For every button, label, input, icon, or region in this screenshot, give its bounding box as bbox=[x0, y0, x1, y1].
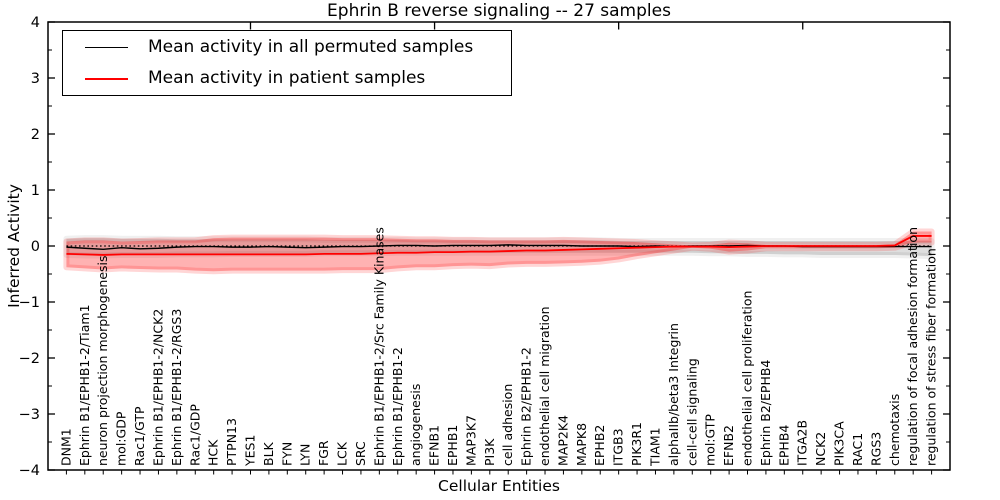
y-tick-label: 3 bbox=[31, 71, 40, 87]
category-label: RAC1 bbox=[850, 433, 865, 466]
category-label: LYN bbox=[298, 444, 313, 466]
chart-title: Ephrin B reverse signaling -- 27 samples bbox=[327, 1, 671, 21]
patient-line-swatch bbox=[85, 77, 128, 80]
category-label: alphaIIb/beta3 Integrin bbox=[666, 323, 681, 466]
legend-label-patient: Mean activity in patient samples bbox=[148, 68, 426, 88]
category-label: mol:GDP bbox=[114, 411, 129, 466]
category-label: FYN bbox=[279, 442, 294, 466]
x-axis-label: Cellular Entities bbox=[438, 477, 560, 495]
category-label: Ephrin B1/EPHB1-2/Tiam1 bbox=[77, 304, 92, 466]
y-tick-label: 1 bbox=[31, 183, 40, 199]
category-label: cell adhesion bbox=[500, 384, 515, 466]
y-axis-label: Inferred Activity bbox=[5, 184, 23, 308]
category-label: RGS3 bbox=[868, 432, 883, 466]
y-tick-label: −4 bbox=[19, 463, 40, 479]
legend-label-permuted: Mean activity in all permuted samples bbox=[148, 37, 474, 57]
permuted-line-swatch bbox=[85, 47, 128, 48]
category-label: MAPK8 bbox=[574, 423, 589, 466]
patient-mean-line bbox=[66, 235, 932, 256]
category-label: Ephrin B2/EPHB4 bbox=[758, 360, 773, 466]
category-label: endothelial cell migration bbox=[537, 306, 552, 466]
legend: Mean activity in all permuted samples Me… bbox=[62, 30, 512, 96]
category-label: neuron projection morphogenesis bbox=[95, 255, 110, 466]
category-label: NCK2 bbox=[813, 432, 828, 466]
legend-entry-patient: Mean activity in patient samples bbox=[63, 68, 511, 90]
category-label: Ephrin B1/EPHB1-2/Src Family Kinases bbox=[371, 227, 386, 466]
category-label: angiogenesis bbox=[408, 384, 423, 466]
category-label: BLK bbox=[261, 441, 276, 466]
category-label: Rac1/GTP bbox=[132, 406, 147, 466]
category-label: EPHB1 bbox=[445, 425, 460, 466]
y-tick-label: −3 bbox=[19, 407, 40, 423]
y-tick-label: −2 bbox=[19, 351, 40, 367]
legend-entry-permuted: Mean activity in all permuted samples bbox=[63, 37, 511, 59]
category-label: ITGA2B bbox=[795, 420, 810, 466]
category-label: mol:GTP bbox=[703, 414, 718, 466]
category-label: endothelial cell proliferation bbox=[740, 291, 755, 466]
category-label: LCK bbox=[335, 441, 350, 466]
y-tick-label: 4 bbox=[31, 15, 40, 31]
category-label: EFNB1 bbox=[427, 425, 442, 466]
category-label: ITGB3 bbox=[611, 428, 626, 466]
category-label: Rac1/GDP bbox=[187, 404, 202, 466]
category-label: PIK3R1 bbox=[629, 422, 644, 466]
category-label: EFNB2 bbox=[721, 425, 736, 466]
category-label: regulation of stress fiber formation bbox=[924, 248, 939, 466]
category-label: cell-cell signaling bbox=[684, 358, 699, 466]
y-tick-label: 2 bbox=[31, 127, 40, 143]
category-label: PTPN13 bbox=[224, 418, 239, 466]
category-label: Ephrin B1/EPHB1-2/NCK2 bbox=[150, 309, 165, 466]
category-label: YES1 bbox=[242, 435, 257, 467]
category-label: MAP2K4 bbox=[555, 415, 570, 466]
category-label: MAP3K7 bbox=[463, 415, 478, 466]
category-label: EPHB4 bbox=[776, 425, 791, 466]
tick-marks bbox=[48, 21, 950, 475]
category-label: chemotaxis bbox=[887, 394, 902, 466]
category-label: HCK bbox=[206, 439, 221, 466]
category-label: SRC bbox=[353, 441, 368, 466]
category-label: Ephrin B2/EPHB1-2 bbox=[519, 347, 534, 466]
category-label: regulation of focal adhesion formation bbox=[905, 227, 920, 466]
category-label: Ephrin B1/EPHB1-2/RGS3 bbox=[169, 309, 184, 466]
category-label: DNM1 bbox=[58, 428, 73, 466]
category-label: FGR bbox=[316, 440, 331, 466]
y-tick-label: 0 bbox=[31, 239, 40, 255]
category-label: TIAM1 bbox=[647, 427, 662, 467]
category-label: Ephrin B1/EPHB1-2 bbox=[390, 347, 405, 466]
category-label: PI3K bbox=[482, 438, 497, 466]
y-tick-label: −1 bbox=[19, 295, 40, 311]
category-label: PIK3CA bbox=[832, 421, 847, 466]
category-label: EPHB2 bbox=[592, 425, 607, 466]
